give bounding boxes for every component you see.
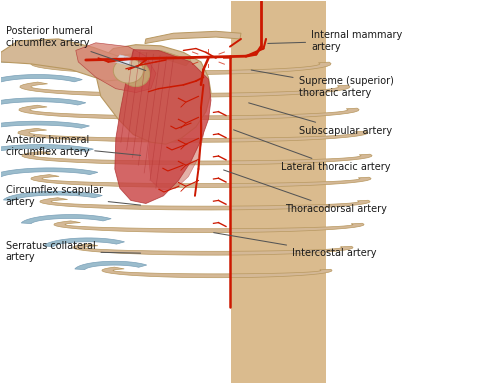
Polygon shape <box>0 121 89 131</box>
Text: Supreme (superior)
thoracic artery: Supreme (superior) thoracic artery <box>250 70 393 98</box>
Polygon shape <box>1 39 133 81</box>
Polygon shape <box>20 82 349 97</box>
Ellipse shape <box>113 58 143 83</box>
Text: Circumflex scapular
artery: Circumflex scapular artery <box>6 185 140 207</box>
Text: Lateral thoracic artery: Lateral thoracic artery <box>233 130 390 172</box>
Polygon shape <box>75 261 146 270</box>
Polygon shape <box>230 1 326 383</box>
Polygon shape <box>22 151 371 165</box>
Text: Internal mammary
artery: Internal mammary artery <box>267 30 401 52</box>
Polygon shape <box>44 238 124 247</box>
Ellipse shape <box>122 62 149 86</box>
Polygon shape <box>0 168 98 177</box>
Polygon shape <box>40 198 369 210</box>
Text: Serratus collateral
artery: Serratus collateral artery <box>6 240 140 262</box>
Text: Anterior humeral
circumflex artery: Anterior humeral circumflex artery <box>6 135 140 157</box>
Polygon shape <box>148 93 203 190</box>
Polygon shape <box>73 244 352 255</box>
Polygon shape <box>145 31 240 43</box>
Polygon shape <box>0 98 86 109</box>
Polygon shape <box>0 144 93 154</box>
Text: Subscapular artery: Subscapular artery <box>248 103 391 136</box>
Polygon shape <box>115 50 210 204</box>
Polygon shape <box>115 55 130 65</box>
Polygon shape <box>76 43 156 93</box>
Polygon shape <box>0 51 88 63</box>
Polygon shape <box>0 74 82 86</box>
Polygon shape <box>18 128 367 142</box>
Polygon shape <box>108 50 190 66</box>
Text: Thoracodorsal artery: Thoracodorsal artery <box>223 170 386 214</box>
Polygon shape <box>122 57 131 65</box>
Polygon shape <box>97 45 210 144</box>
Polygon shape <box>31 59 330 74</box>
Polygon shape <box>102 267 331 278</box>
Text: Posterior humeral
circumflex artery: Posterior humeral circumflex artery <box>6 26 145 71</box>
Polygon shape <box>4 191 102 200</box>
Polygon shape <box>19 105 358 120</box>
Polygon shape <box>54 221 363 233</box>
Polygon shape <box>31 175 370 187</box>
Polygon shape <box>21 215 111 223</box>
Text: Intercostal artery: Intercostal artery <box>213 233 376 258</box>
